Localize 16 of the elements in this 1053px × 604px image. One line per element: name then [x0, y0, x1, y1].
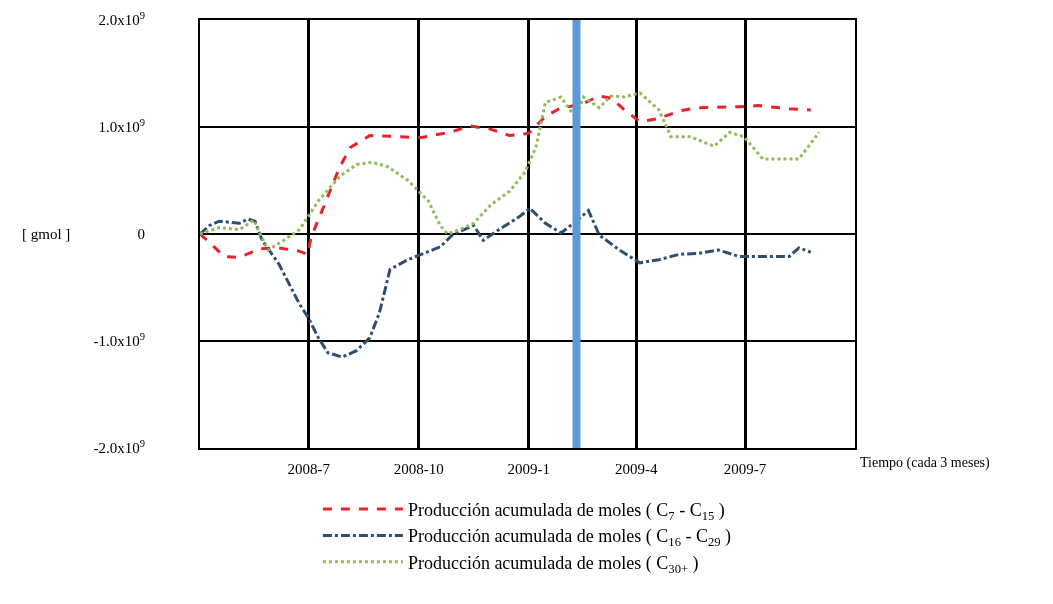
- y-tick-label: 0: [137, 226, 145, 243]
- x-tick-label: 2009-4: [615, 461, 659, 477]
- legend-label: Producción acumulada de moles ( C$_{16}$ - C$_{29}$ ): [407, 526, 732, 550]
- y-tick-label: 2.0x10$^{9}$: [98, 9, 145, 29]
- y-tick-label: -2.0x10$^{9}$: [93, 437, 145, 457]
- y-tick-label: 1.0x10$^{9}$: [98, 116, 145, 136]
- x-axis-title: Tiempo (cada 3 meses): [860, 455, 991, 471]
- y-axis-title: [ gmol ]: [22, 226, 71, 242]
- legend-label: Producción acumulada de moles ( C$_{30+}$ ): [407, 552, 699, 576]
- x-tick-label: 2009-7: [723, 461, 767, 477]
- line-series: [200, 206, 813, 359]
- legend-label: Producción acumulada de moles ( C$_{7}$ - C$_{15}$ ): [407, 500, 725, 523]
- y-tick-label: -1.0x10$^{9}$: [93, 330, 145, 350]
- x-tick-label: 2008-7: [287, 461, 331, 477]
- x-tick-label: 2009-1: [507, 461, 550, 477]
- x-tick-label: 2008-10: [393, 461, 444, 477]
